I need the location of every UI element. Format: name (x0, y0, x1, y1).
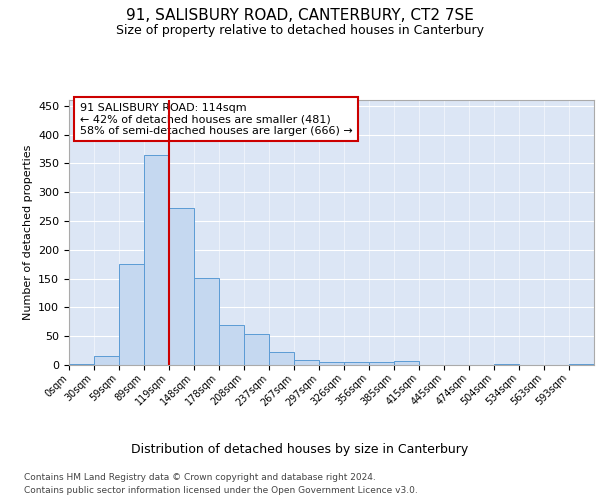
Bar (194, 278, 219, 365)
Y-axis label: Number of detached properties: Number of detached properties (23, 145, 32, 320)
Bar (219, 324, 244, 365)
Bar (269, 352, 294, 365)
Text: Contains HM Land Registry data © Crown copyright and database right 2024.: Contains HM Land Registry data © Crown c… (24, 472, 376, 482)
Bar (494, 364, 519, 365)
Text: 91, SALISBURY ROAD, CANTERBURY, CT2 7SE: 91, SALISBURY ROAD, CANTERBURY, CT2 7SE (126, 8, 474, 22)
Bar (569, 364, 594, 365)
Bar (394, 361, 419, 365)
Bar (169, 208, 194, 365)
Bar (144, 154, 169, 365)
Text: Size of property relative to detached houses in Canterbury: Size of property relative to detached ho… (116, 24, 484, 37)
Bar (294, 360, 319, 365)
Bar (319, 362, 344, 365)
Bar (344, 362, 369, 365)
Text: Distribution of detached houses by size in Canterbury: Distribution of detached houses by size … (131, 442, 469, 456)
Bar (69, 364, 94, 365)
Bar (94, 356, 119, 365)
Text: Contains public sector information licensed under the Open Government Licence v3: Contains public sector information licen… (24, 486, 418, 495)
Bar (119, 264, 144, 365)
Bar (244, 334, 269, 365)
Text: 91 SALISBURY ROAD: 114sqm
← 42% of detached houses are smaller (481)
58% of semi: 91 SALISBURY ROAD: 114sqm ← 42% of detac… (79, 102, 352, 136)
Bar (369, 362, 394, 365)
